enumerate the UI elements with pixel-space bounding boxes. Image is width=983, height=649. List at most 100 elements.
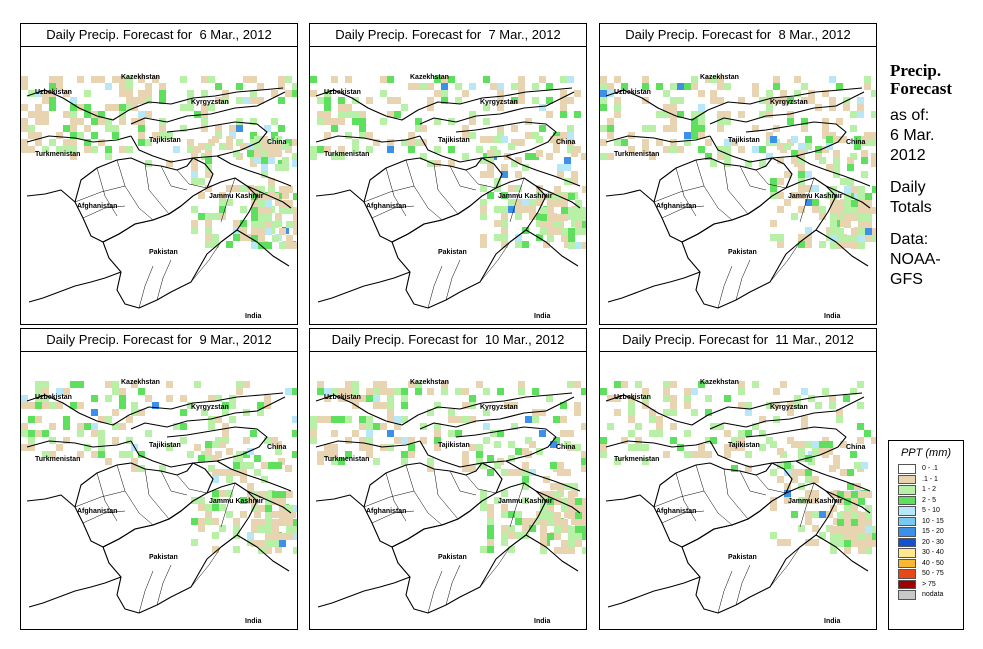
label-tajikistan: Tajikistan <box>438 137 470 144</box>
label-tajikistan: Tajikistan <box>149 442 181 449</box>
label-kyrgyzstan: Kyrgyzstan <box>191 99 229 106</box>
legend-swatch <box>898 527 916 537</box>
label-kazakhstan: Kazekhstan <box>121 379 160 386</box>
legend-row: nodata <box>889 590 963 601</box>
legend-swatch <box>898 485 916 495</box>
label-kazakhstan: Kazekhstan <box>700 379 739 386</box>
label-china: China <box>846 444 866 451</box>
legend-swatch <box>898 558 916 568</box>
label-india: India <box>534 313 550 320</box>
label-tajikistan: Tajikistan <box>438 442 470 449</box>
legend-label: 15 - 20 <box>922 528 944 535</box>
label-china: China <box>556 139 576 146</box>
label-afghanistan: Afghanistan <box>366 203 406 210</box>
label-tajikistan: Tajikistan <box>149 137 181 144</box>
forecast-info: Precip. Forecast as of: 6 Mar. 2012 Dail… <box>890 62 980 290</box>
label-kazakhstan: Kazekhstan <box>121 74 160 81</box>
legend-row: .1 - 1 <box>889 474 963 486</box>
label-jammu-kashmir: Jammu Kashmir <box>788 498 843 505</box>
label-kyrgyzstan: Kyrgyzstan <box>770 404 808 411</box>
legend-swatch <box>898 516 916 526</box>
legend-row: 5 - 10 <box>889 506 963 517</box>
sidebar-date-line2: 2012 <box>890 147 926 164</box>
sidebar-daily: Daily <box>890 179 926 196</box>
sidebar-source-line1: NOAA- <box>890 251 941 268</box>
legend-swatch <box>898 590 916 600</box>
legend-row: 50 - 75 <box>889 569 963 580</box>
precip-map: Kazekhstan Uzbekistan Kyrgyzstan Turkmen… <box>21 351 297 629</box>
label-uzbekistan: Uzbekistan <box>35 394 72 401</box>
label-china: China <box>556 444 576 451</box>
sidebar-title-line2: Forecast <box>890 79 952 98</box>
legend-label: 30 - 40 <box>922 549 944 556</box>
label-pakistan: Pakistan <box>438 249 467 256</box>
ppt-legend: PPT (mm) 0 - .1 .1 - 1 1 - 2 2 - 5 5 - 10 10 … <box>888 440 964 630</box>
legend-title: PPT (mm) <box>900 447 952 459</box>
legend-swatch <box>898 506 916 516</box>
label-uzbekistan: Uzbekistan <box>324 89 361 96</box>
forecast-panel: Daily Precip. Forecast for 9 Mar., 2012 <box>20 328 298 630</box>
label-india: India <box>824 618 840 625</box>
legend-label: > 75 <box>922 580 936 588</box>
label-india: India <box>534 618 550 625</box>
forecast-panel: Daily Precip. Forecast for 10 Mar., 2012 <box>309 328 587 630</box>
panel-title: Daily Precip. Forecast for 9 Mar., 2012 <box>21 329 297 352</box>
label-tajikistan: Tajikistan <box>728 442 760 449</box>
precip-map: Kazekhstan Uzbekistan Kyrgyzstan Turkmen… <box>21 46 297 324</box>
legend-label: 5 - 10 <box>922 507 940 514</box>
label-turkmenistan: Turkmenistan <box>35 456 80 463</box>
legend-swatch <box>898 464 916 474</box>
forecast-panel: Daily Precip. Forecast for 11 Mar., 2012 <box>599 328 877 630</box>
legend-swatch <box>898 579 916 589</box>
label-india: India <box>824 313 840 320</box>
sidebar-date-line1: 6 Mar. <box>890 127 935 144</box>
label-kazakhstan: Kazekhstan <box>700 74 739 81</box>
legend-label: 1 - 2 <box>922 486 937 493</box>
legend-row: > 75 <box>889 579 963 591</box>
legend-label: 0 - .1 <box>922 465 938 472</box>
label-uzbekistan: Uzbekistan <box>35 89 72 96</box>
label-pakistan: Pakistan <box>149 554 178 561</box>
label-pakistan: Pakistan <box>149 249 178 256</box>
label-afghanistan: Afghanistan <box>77 508 117 515</box>
precip-map: Kazekhstan Uzbekistan Kyrgyzstan Turkmen… <box>310 46 586 324</box>
legend-label: 40 - 50 <box>922 559 944 567</box>
sidebar-asof: as of: <box>890 107 930 124</box>
label-pakistan: Pakistan <box>728 249 757 256</box>
label-afghanistan: Afghanistan <box>656 203 696 210</box>
legend-swatch <box>898 548 916 558</box>
legend-label: 10 - 15 <box>922 517 944 525</box>
legend-row: 40 - 50 <box>889 558 963 570</box>
forecast-panel: Daily Precip. Forecast for 8 Mar., 2012 <box>599 23 877 325</box>
sidebar-totals: Totals <box>890 199 932 216</box>
label-jammu-kashmir: Jammu Kashmir <box>498 193 553 200</box>
precip-map: Kazekhstan Uzbekistan Kyrgyzstan Turkmen… <box>600 46 876 324</box>
label-china: China <box>846 139 866 146</box>
sidebar-title-line1: Precip. <box>890 61 942 80</box>
panel-title: Daily Precip. Forecast for 7 Mar., 2012 <box>310 24 586 47</box>
legend-swatch <box>898 474 916 484</box>
label-pakistan: Pakistan <box>728 554 757 561</box>
legend-row: 30 - 40 <box>889 548 963 559</box>
panel-title: Daily Precip. Forecast for 6 Mar., 2012 <box>21 24 297 47</box>
label-jammu-kashmir: Jammu Kashmir <box>788 193 843 200</box>
label-pakistan: Pakistan <box>438 554 467 561</box>
label-uzbekistan: Uzbekistan <box>614 394 651 401</box>
label-china: China <box>267 139 287 146</box>
label-turkmenistan: Turkmenistan <box>35 151 80 158</box>
legend-row: 15 - 20 <box>889 527 963 538</box>
label-turkmenistan: Turkmenistan <box>324 456 369 463</box>
forecast-panel: Daily Precip. Forecast for 7 Mar., 2012 <box>309 23 587 325</box>
label-afghanistan: Afghanistan <box>366 508 406 515</box>
sidebar-source-line2: GFS <box>890 271 923 288</box>
label-afghanistan: Afghanistan <box>77 203 117 210</box>
label-turkmenistan: Turkmenistan <box>614 151 659 158</box>
legend-row: 0 - .1 <box>889 464 963 475</box>
legend-row: 10 - 15 <box>889 516 963 528</box>
panel-title: Daily Precip. Forecast for 10 Mar., 2012 <box>310 329 586 352</box>
label-afghanistan: Afghanistan <box>656 508 696 515</box>
legend-swatch <box>898 569 916 579</box>
legend-label: .1 - 1 <box>922 475 938 483</box>
legend-label: 2 - 5 <box>922 496 937 504</box>
label-india: India <box>245 618 261 625</box>
